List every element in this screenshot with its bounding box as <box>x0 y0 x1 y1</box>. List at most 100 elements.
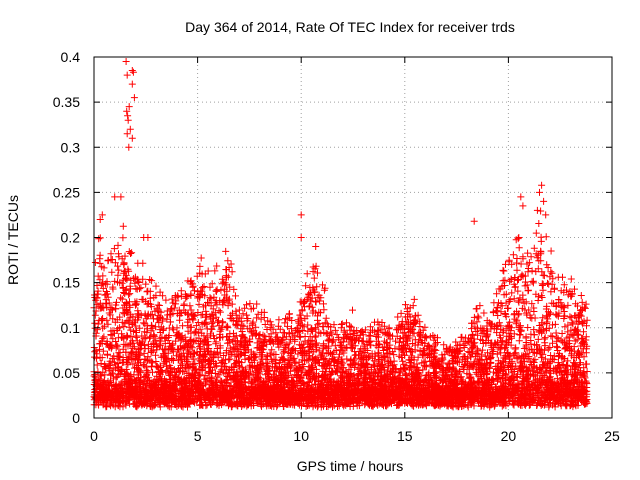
data-point <box>107 256 115 264</box>
data-point <box>308 324 316 332</box>
data-point <box>139 319 147 327</box>
data-point <box>321 319 329 327</box>
data-point <box>534 297 542 304</box>
data-point <box>505 321 513 329</box>
data-point <box>519 255 527 263</box>
data-point <box>533 254 541 262</box>
data-point <box>554 347 562 354</box>
data-point <box>140 362 148 370</box>
data-point <box>121 319 129 327</box>
data-point <box>223 376 231 384</box>
data-point <box>268 356 276 364</box>
data-point <box>136 324 144 332</box>
data-point <box>111 318 119 326</box>
data-point <box>156 288 164 296</box>
data-point <box>296 311 304 319</box>
data-point <box>452 345 460 353</box>
data-point <box>349 306 356 314</box>
data-point <box>213 379 220 386</box>
data-point <box>531 355 539 363</box>
data-point <box>490 299 498 307</box>
data-point <box>538 354 545 362</box>
data-point <box>239 310 247 318</box>
chart-title: Day 364 of 2014, Rate Of TEC Index for r… <box>185 19 515 35</box>
data-point <box>547 332 555 340</box>
data-point <box>372 333 380 340</box>
data-point <box>280 347 288 355</box>
data-point <box>508 260 516 268</box>
data-point <box>399 357 407 365</box>
data-point <box>198 329 206 337</box>
data-point <box>541 342 549 350</box>
data-point <box>96 255 104 263</box>
data-point <box>124 342 132 350</box>
data-point <box>540 335 548 343</box>
data-point <box>408 325 416 333</box>
data-point <box>211 370 219 377</box>
data-point <box>521 306 529 314</box>
data-point <box>444 360 452 368</box>
data-point <box>505 329 513 337</box>
data-point <box>530 326 538 334</box>
data-point <box>566 313 574 321</box>
data-point <box>408 369 415 377</box>
data-point <box>376 341 384 349</box>
data-point <box>567 326 575 334</box>
data-point <box>497 334 504 342</box>
data-point <box>385 359 392 367</box>
data-point <box>213 373 221 381</box>
data-point <box>583 368 591 375</box>
data-point <box>148 359 156 367</box>
data-point <box>350 327 358 335</box>
data-point <box>423 334 431 342</box>
data-point <box>228 348 236 356</box>
data-point <box>528 267 536 275</box>
data-point <box>246 300 254 308</box>
data-point <box>312 332 320 340</box>
data-point <box>540 372 548 380</box>
data-point <box>189 374 197 381</box>
data-point <box>311 324 319 332</box>
data-point <box>540 272 548 280</box>
data-point <box>416 323 424 330</box>
data-point <box>472 349 480 357</box>
data-point <box>421 323 429 331</box>
data-point <box>509 251 517 259</box>
data-point <box>313 283 321 291</box>
data-point <box>171 292 179 299</box>
data-point <box>152 351 159 359</box>
data-point <box>511 283 519 291</box>
data-point <box>196 262 204 270</box>
data-point <box>99 272 107 280</box>
data-point <box>352 361 360 369</box>
data-point <box>510 350 518 358</box>
data-point <box>490 402 498 410</box>
data-point <box>494 377 501 385</box>
data-point <box>539 286 547 294</box>
data-point <box>171 304 179 312</box>
data-point <box>119 222 127 230</box>
data-point <box>380 352 388 360</box>
data-point <box>257 344 265 352</box>
data-point <box>333 331 341 339</box>
data-point <box>144 368 152 376</box>
data-point <box>239 331 247 339</box>
data-point <box>265 373 273 381</box>
data-point <box>571 285 578 293</box>
data-point <box>470 360 478 368</box>
data-point <box>215 322 223 330</box>
data-point <box>334 334 342 342</box>
data-point <box>130 343 138 351</box>
data-point <box>202 313 210 321</box>
data-point <box>249 318 257 326</box>
data-point <box>274 322 282 330</box>
data-point <box>114 325 122 333</box>
data-point <box>498 402 506 410</box>
data-point <box>243 301 250 309</box>
data-point <box>241 378 249 386</box>
data-point <box>358 328 366 336</box>
data-point <box>107 250 115 258</box>
data-point <box>309 327 317 335</box>
data-point <box>142 334 150 342</box>
